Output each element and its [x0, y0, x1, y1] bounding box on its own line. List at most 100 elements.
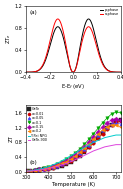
x=0.05 — [111, 123, 112, 125]
x=0.2 — [30, 170, 31, 172]
GeTe-900 — [70, 160, 72, 163]
x=0.15 — [57, 163, 58, 166]
x=0.15 — [30, 170, 31, 172]
x=0.15 — [48, 167, 49, 169]
GeTe-900 — [48, 167, 49, 170]
x=0.1 — [61, 161, 63, 163]
GeTe-900 — [104, 146, 106, 148]
x=0.05 — [61, 163, 63, 165]
GeTe — [97, 137, 99, 139]
x=0.05 — [43, 168, 45, 170]
x=0.05 — [66, 161, 67, 163]
x=0.2 — [75, 155, 76, 157]
x=0.15 — [61, 162, 63, 164]
x=0.1 — [111, 113, 112, 115]
x=0.1 — [43, 167, 45, 169]
Line: GeTe-900: GeTe-900 — [26, 145, 121, 171]
x=0.01 — [30, 170, 31, 172]
GeTe — [115, 120, 117, 122]
x=0.01 — [97, 137, 99, 139]
x=0.05 — [120, 123, 121, 125]
x=0.01 — [106, 128, 108, 130]
x=0.2 — [97, 133, 99, 136]
x=0.2 — [93, 138, 94, 140]
x=0.01 — [25, 170, 27, 172]
GeTe — [25, 170, 27, 172]
x=0.15 — [43, 167, 45, 170]
GeTe-900 — [59, 165, 60, 167]
Legend: GeTe, x=0.01, x=0.05, x=0.1, x=0.15, x=0.2, Y.Pei NPG, GeTe-900: GeTe, x=0.01, x=0.05, x=0.1, x=0.15, x=0… — [28, 107, 48, 143]
Y-axis label: ZT: ZT — [8, 135, 14, 142]
x=0.01 — [115, 121, 117, 123]
x=0.2 — [43, 168, 45, 170]
x=0.15 — [102, 126, 103, 128]
Y.Pei NPG — [25, 170, 27, 172]
x=0.01 — [111, 124, 112, 126]
x=0.1 — [106, 117, 108, 119]
x=0.15 — [75, 153, 76, 156]
GeTe-900 — [36, 169, 38, 172]
x=0.01 — [43, 168, 45, 170]
x=0.05 — [30, 170, 31, 172]
x=0.05 — [52, 166, 54, 168]
Line: x=0.2: x=0.2 — [24, 123, 122, 173]
x=0.2 — [84, 147, 85, 149]
Text: (a): (a) — [30, 10, 37, 15]
x=0.2 — [115, 124, 117, 126]
x=0.05 — [75, 155, 76, 158]
x=0.15 — [79, 150, 81, 152]
GeTe — [70, 161, 72, 163]
x=0.2 — [52, 166, 54, 168]
Y.Pei NPG — [104, 136, 106, 139]
x=0.05 — [97, 134, 99, 136]
GeTe — [75, 158, 76, 161]
x=0.01 — [75, 157, 76, 160]
x=0.05 — [115, 122, 117, 124]
x=0.05 — [79, 152, 81, 154]
GeTe-900 — [115, 143, 117, 146]
Line: x=0.15: x=0.15 — [24, 117, 122, 173]
x=0.05 — [102, 129, 103, 131]
x=0.01 — [93, 142, 94, 144]
X-axis label: E-E$_f$ (eV): E-E$_f$ (eV) — [61, 82, 85, 91]
x=0.2 — [70, 158, 72, 160]
x=0.01 — [88, 146, 90, 148]
x=0.1 — [48, 166, 49, 168]
x=0.1 — [52, 165, 54, 167]
GeTe — [30, 170, 31, 172]
x=0.01 — [70, 160, 72, 162]
Text: (b): (b) — [30, 160, 37, 165]
Y.Pei NPG — [81, 148, 83, 150]
x=0.2 — [120, 126, 121, 128]
x=0.05 — [25, 170, 27, 172]
X-axis label: Temperature (K): Temperature (K) — [52, 182, 95, 187]
x=0.01 — [34, 169, 36, 172]
x=0.15 — [66, 159, 67, 162]
GeTe — [88, 146, 90, 148]
x=0.15 — [106, 122, 108, 124]
GeTe — [48, 167, 49, 170]
x=0.1 — [39, 168, 40, 170]
x=0.15 — [111, 119, 112, 121]
x=0.1 — [102, 122, 103, 124]
GeTe-900 — [120, 143, 121, 146]
x=0.05 — [88, 143, 90, 146]
x=0.05 — [34, 169, 36, 172]
x=0.05 — [93, 139, 94, 141]
Y.Pei NPG — [93, 141, 94, 144]
GeTe — [102, 132, 103, 134]
x=0.01 — [57, 165, 58, 168]
GeTe — [39, 169, 40, 171]
x=0.1 — [93, 132, 94, 135]
x=0.1 — [75, 152, 76, 154]
x=0.15 — [97, 131, 99, 133]
GeTe-900 — [93, 150, 94, 152]
x=0.15 — [93, 136, 94, 138]
x=0.01 — [39, 169, 40, 171]
x=0.1 — [115, 111, 117, 113]
x=0.2 — [111, 124, 112, 126]
Line: x=0.05: x=0.05 — [24, 122, 122, 173]
x=0.15 — [88, 141, 90, 143]
x=0.2 — [66, 160, 67, 163]
Line: GeTe: GeTe — [24, 118, 122, 173]
